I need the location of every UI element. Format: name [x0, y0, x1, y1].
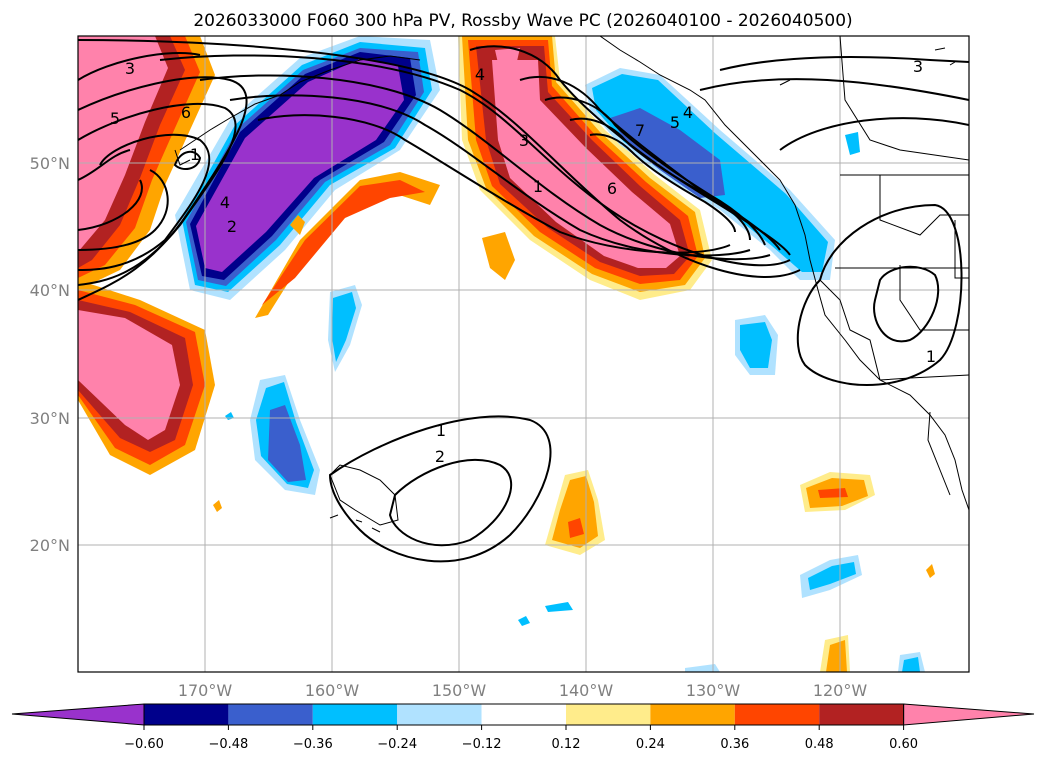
contour-label: 1 — [533, 177, 543, 196]
pv-contours — [78, 39, 969, 563]
lat-label: 40°N — [30, 281, 70, 300]
colorbar-tick-label: 0.24 — [636, 737, 665, 752]
colorbar-tick-label: −0.60 — [124, 737, 164, 752]
contour-label: 1 — [190, 145, 200, 164]
colorbar-swatch — [650, 704, 735, 725]
contour-label: 3 — [125, 59, 135, 78]
lon-label: 120°W — [813, 681, 868, 700]
lat-labels: 50°N 40°N 30°N 20°N — [30, 154, 70, 555]
colorbar-swatch — [312, 704, 398, 725]
lon-label: 150°W — [432, 681, 487, 700]
colorbar-tick-labels: −0.60 −0.48 −0.36 −0.24 −0.12 0.12 0.24 … — [124, 737, 918, 752]
colorbar-swatch — [566, 704, 651, 725]
colorbar-tick-label: 0.60 — [889, 737, 918, 752]
colorbar-tick-label: 0.36 — [720, 737, 749, 752]
contour-label: 1 — [926, 347, 936, 366]
contour-label: 2 — [435, 447, 445, 466]
colorbar-tick-label: −0.48 — [208, 737, 248, 752]
lat-label: 20°N — [30, 536, 70, 555]
lon-label: 140°W — [559, 681, 614, 700]
contour-labels: 3 5 6 1 4 2 4 3 1 6 7 5 4 3 1 2 1 — [110, 57, 936, 466]
shaded-anomalies — [78, 36, 935, 672]
map-panel: 3 5 6 1 4 2 4 3 1 6 7 5 4 3 1 2 1 — [78, 36, 969, 672]
colorbar-swatch — [397, 704, 482, 725]
colorbar-ticks — [143, 725, 905, 730]
contour-label: 4 — [683, 103, 693, 122]
colorbar-swatch — [819, 704, 904, 725]
colorbar-tick-label: 0.12 — [552, 737, 581, 752]
contour-label: 6 — [181, 103, 191, 122]
lat-label: 50°N — [30, 154, 70, 173]
contour-label: 3 — [519, 131, 529, 150]
colorbar-swatch — [228, 704, 313, 725]
map-frame — [77, 35, 970, 673]
lon-label: 170°W — [178, 681, 233, 700]
contour-label: 1 — [436, 421, 446, 440]
colorbar-extend-low — [11, 703, 145, 726]
lat-label: 30°N — [30, 409, 70, 428]
colorbar-tick-label: −0.24 — [377, 737, 417, 752]
contour-label: 4 — [220, 193, 230, 212]
contour-label: 2 — [227, 217, 237, 236]
colorbar-swatch — [144, 704, 229, 725]
contour-label: 5 — [670, 113, 680, 132]
colorbar-swatch — [481, 704, 566, 725]
colorbar-tick-label: 0.48 — [805, 737, 834, 752]
map-title: 2026033000 F060 300 hPa PV, Rossby Wave … — [193, 11, 852, 31]
colorbar: −0.60 −0.48 −0.36 −0.24 −0.12 0.12 0.24 … — [11, 703, 1035, 752]
lon-labels: 170°W 160°W 150°W 140°W 130°W 120°W — [178, 681, 868, 700]
colorbar-extend-high — [903, 703, 1035, 726]
colorbar-tick-label: −0.12 — [462, 737, 502, 752]
colorbar-tick-label: −0.36 — [293, 737, 333, 752]
contour-label: 6 — [607, 179, 617, 198]
contour-label: 7 — [635, 121, 645, 140]
lon-label: 160°W — [305, 681, 360, 700]
lon-label: 130°W — [686, 681, 741, 700]
contour-label: 3 — [913, 57, 923, 76]
contour-label: 5 — [110, 109, 120, 128]
contour-label: 4 — [475, 65, 485, 84]
colorbar-swatch — [734, 704, 820, 725]
